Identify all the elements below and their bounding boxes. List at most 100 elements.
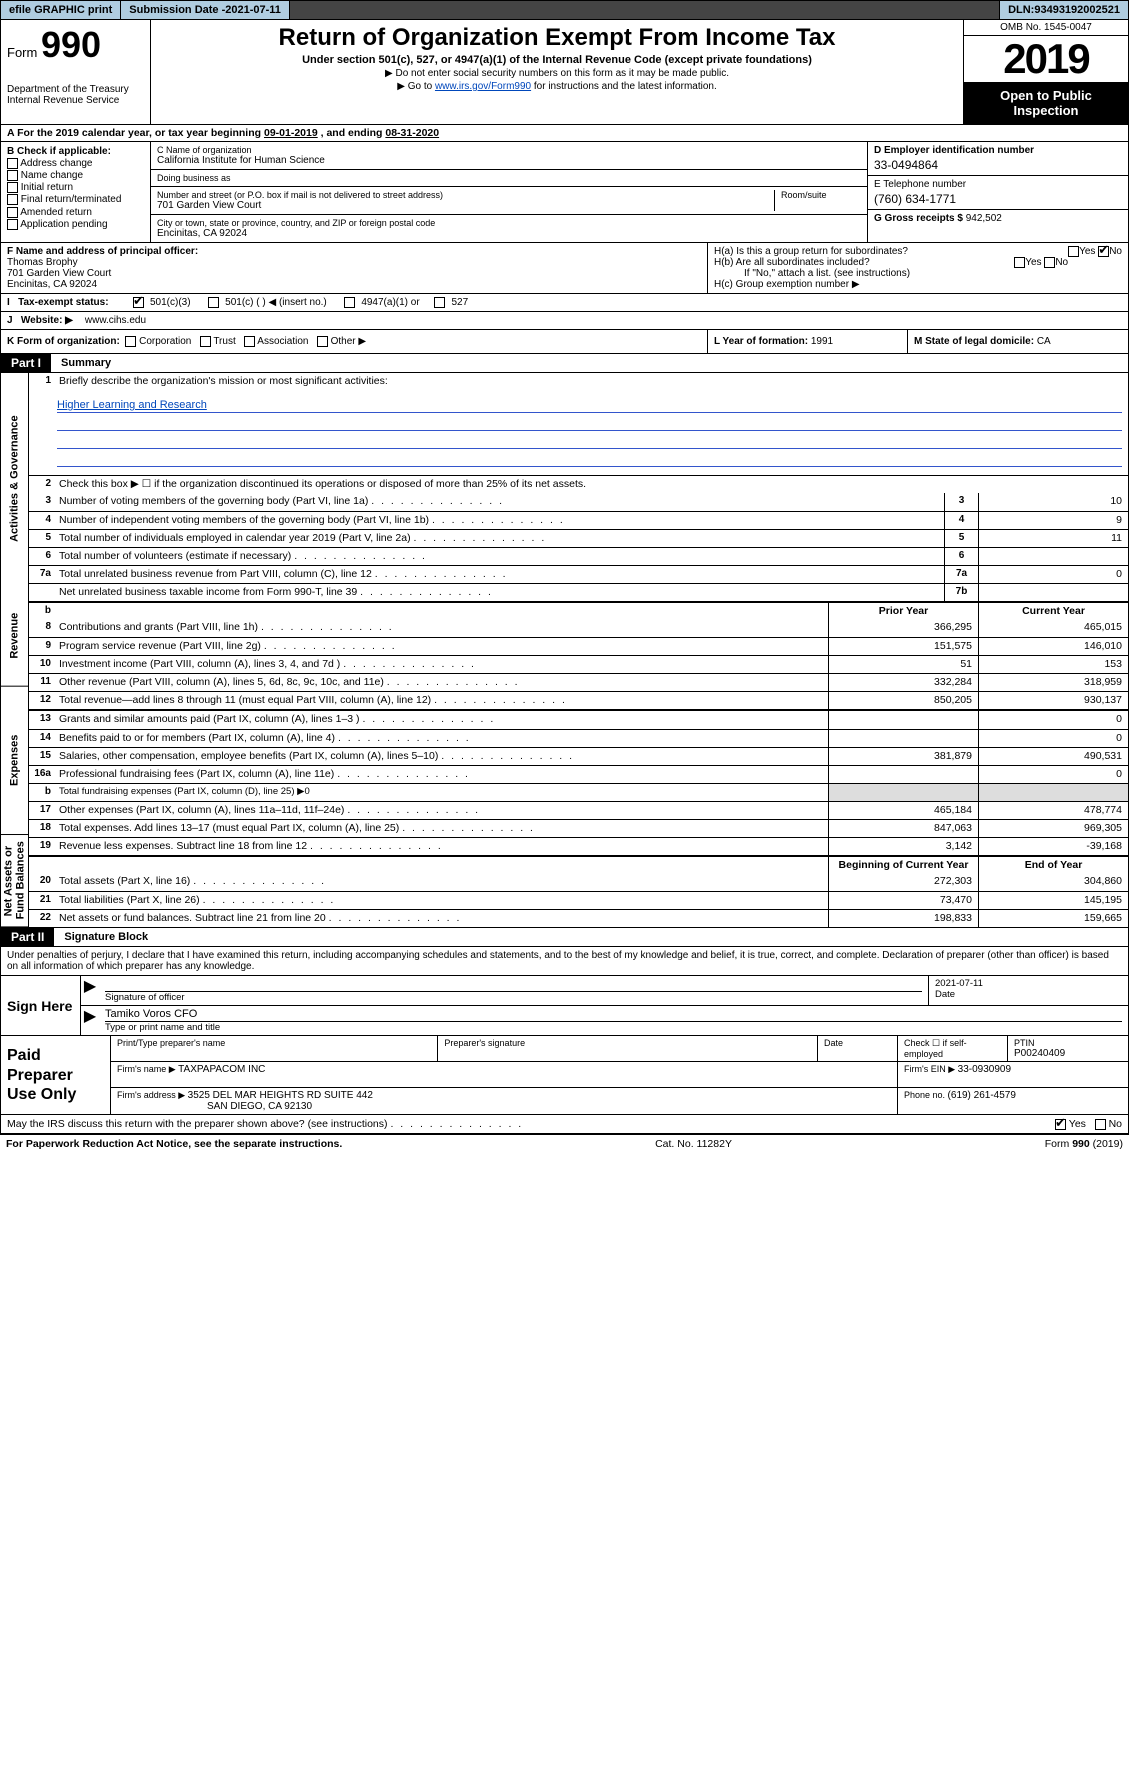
discuss-yes-checkbox[interactable] bbox=[1055, 1119, 1066, 1130]
summary-row: 13Grants and similar amounts paid (Part … bbox=[29, 711, 1128, 729]
prep-sig-label: Preparer's signature bbox=[444, 1038, 811, 1048]
part-i-body: Activities & Governance Revenue Expenses… bbox=[0, 373, 1129, 928]
box-k: K Form of organization: Corporation Trus… bbox=[1, 330, 708, 353]
discuss-question: May the IRS discuss this return with the… bbox=[7, 1118, 388, 1130]
omb-number: OMB No. 1545-0047 bbox=[964, 20, 1128, 36]
form-title-block: Return of Organization Exempt From Incom… bbox=[151, 20, 963, 124]
501c3-label: 501(c)(3) bbox=[150, 297, 191, 308]
instructions-link[interactable]: www.irs.gov/Form990 bbox=[435, 81, 531, 92]
street-label: Number and street (or P.O. box if mail i… bbox=[157, 190, 768, 200]
side-activities: Activities & Governance bbox=[1, 373, 28, 585]
efile-label[interactable]: efile GRAPHIC print bbox=[1, 1, 121, 19]
box-m: M State of legal domicile: CA bbox=[908, 330, 1128, 353]
sign-here-label: Sign Here bbox=[1, 976, 81, 1035]
line1-label: Briefly describe the organization's miss… bbox=[55, 373, 1128, 391]
ptin-label: PTIN bbox=[1014, 1038, 1122, 1048]
part-ii-header: Part II Signature Block bbox=[0, 928, 1129, 947]
firm-addr2: SAN DIEGO, CA 92130 bbox=[117, 1101, 312, 1112]
officer-addr1: 701 Garden View Court bbox=[7, 268, 701, 279]
form-id-block: Form 990 Department of the Treasury Inte… bbox=[1, 20, 151, 124]
summary-row: 5Total number of individuals employed in… bbox=[29, 529, 1128, 547]
gross-label: G Gross receipts $ bbox=[874, 213, 966, 224]
page-footer: For Paperwork Reduction Act Notice, see … bbox=[0, 1134, 1129, 1153]
part-i-title: Summary bbox=[51, 355, 121, 371]
sign-date-label: Date bbox=[935, 989, 1122, 1000]
fh-block: F Name and address of principal officer:… bbox=[0, 243, 1129, 294]
footer-right: Form 990 (2019) bbox=[1045, 1138, 1123, 1150]
prior-year-hdr: Prior Year bbox=[828, 603, 978, 619]
prep-date-label: Date bbox=[824, 1038, 891, 1048]
summary-row: 7aTotal unrelated business revenue from … bbox=[29, 565, 1128, 583]
perjury-statement: Under penalties of perjury, I declare th… bbox=[0, 947, 1129, 976]
city-value: Encinitas, CA 92024 bbox=[157, 228, 861, 239]
box-b-item[interactable]: Final return/terminated bbox=[7, 194, 144, 205]
box-k-option[interactable]: Association bbox=[239, 336, 312, 347]
box-b-item[interactable]: Address change bbox=[7, 158, 144, 169]
summary-row: 21Total liabilities (Part X, line 26) 73… bbox=[29, 891, 1128, 909]
summary-row: 8Contributions and grants (Part VIII, li… bbox=[29, 619, 1128, 637]
box-b-item[interactable]: Name change bbox=[7, 170, 144, 181]
website-value: www.cihs.edu bbox=[85, 315, 146, 326]
summary-row: 18Total expenses. Add lines 13–17 (must … bbox=[29, 819, 1128, 837]
501c-checkbox[interactable] bbox=[208, 297, 219, 308]
form-header: Form 990 Department of the Treasury Inte… bbox=[0, 20, 1129, 125]
hb-yes-checkbox[interactable] bbox=[1014, 257, 1025, 268]
part-ii-title: Signature Block bbox=[54, 929, 158, 945]
firm-phone: (619) 261-4579 bbox=[948, 1090, 1016, 1101]
summary-row: 9Program service revenue (Part VIII, lin… bbox=[29, 637, 1128, 655]
firm-ein: 33-0930909 bbox=[958, 1064, 1011, 1075]
ein-value: 33-0494864 bbox=[874, 158, 1122, 172]
box-k-option[interactable]: Other ▶ bbox=[311, 336, 369, 347]
527-checkbox[interactable] bbox=[434, 297, 445, 308]
officer-print-name: Tamiko Voros CFO bbox=[105, 1008, 1122, 1022]
tax-period: A For the 2019 calendar year, or tax yea… bbox=[0, 125, 1129, 142]
summary-row: 20Total assets (Part X, line 16) 272,303… bbox=[29, 873, 1128, 891]
prep-name-label: Print/Type preparer's name bbox=[117, 1038, 431, 1048]
mission-text[interactable]: Higher Learning and Research bbox=[57, 399, 207, 411]
org-name-label: C Name of organization bbox=[157, 145, 861, 155]
open-to-public: Open to Public Inspection bbox=[964, 82, 1128, 124]
box-b-item[interactable]: Amended return bbox=[7, 207, 144, 218]
hb-no-checkbox[interactable] bbox=[1044, 257, 1055, 268]
summary-row: 10Investment income (Part VIII, column (… bbox=[29, 655, 1128, 673]
box-b-item[interactable]: Application pending bbox=[7, 219, 144, 230]
current-year-hdr: Current Year bbox=[978, 603, 1128, 619]
box-b-item[interactable]: Initial return bbox=[7, 182, 144, 193]
form-subtitle-1: Under section 501(c), 527, or 4947(a)(1)… bbox=[157, 54, 957, 66]
ptin-value: P00240409 bbox=[1014, 1048, 1122, 1059]
preparer-label: Paid Preparer Use Only bbox=[1, 1036, 111, 1114]
street-value: 701 Garden View Court bbox=[157, 200, 768, 211]
4947-checkbox[interactable] bbox=[344, 297, 355, 308]
form-title: Return of Organization Exempt From Incom… bbox=[157, 24, 957, 52]
box-k-option[interactable]: Corporation bbox=[123, 336, 195, 347]
org-name: California Institute for Human Science bbox=[157, 155, 861, 166]
entity-block: B Check if applicable: Address change Na… bbox=[0, 142, 1129, 243]
suite-label: Room/suite bbox=[781, 190, 861, 200]
box-b: B Check if applicable: Address change Na… bbox=[1, 142, 151, 242]
dln: DLN: 93493192002521 bbox=[1000, 1, 1128, 19]
form-prefix: Form bbox=[7, 45, 37, 60]
hb-note: If "No," attach a list. (see instruction… bbox=[714, 268, 1122, 279]
officer-addr2: Encinitas, CA 92024 bbox=[7, 279, 701, 290]
ha-no-checkbox[interactable] bbox=[1098, 246, 1109, 257]
box-deg: D Employer identification number 33-0494… bbox=[868, 142, 1128, 242]
summary-row: 3Number of voting members of the governi… bbox=[29, 493, 1128, 511]
self-employed-label: Check ☐ if self-employed bbox=[904, 1038, 1001, 1059]
ha-yes-checkbox[interactable] bbox=[1068, 246, 1079, 257]
klm-row: K Form of organization: Corporation Trus… bbox=[0, 330, 1129, 354]
sign-block: Sign Here ▶ Signature of officer 2021-07… bbox=[0, 976, 1129, 1036]
discuss-yesno: Yes No bbox=[1055, 1118, 1122, 1130]
box-i: I Tax-exempt status: 501(c)(3) 501(c) ( … bbox=[0, 294, 1129, 312]
side-revenue: Revenue bbox=[1, 585, 28, 687]
box-f: F Name and address of principal officer:… bbox=[1, 243, 708, 293]
box-h: H(a) Is this a group return for subordin… bbox=[708, 243, 1128, 293]
501c3-checkbox[interactable] bbox=[133, 297, 144, 308]
form-subtitle-2: ▶ Do not enter social security numbers o… bbox=[157, 68, 957, 79]
box-k-option[interactable]: Trust bbox=[194, 336, 238, 347]
summary-row: 19Revenue less expenses. Subtract line 1… bbox=[29, 837, 1128, 855]
tax-year: 2019 bbox=[964, 36, 1128, 82]
part-i-header: Part I Summary bbox=[0, 354, 1129, 373]
discuss-no-checkbox[interactable] bbox=[1095, 1119, 1106, 1130]
line2-label: Check this box ▶ ☐ if the organization d… bbox=[55, 476, 1128, 493]
4947-label: 4947(a)(1) or bbox=[361, 297, 419, 308]
